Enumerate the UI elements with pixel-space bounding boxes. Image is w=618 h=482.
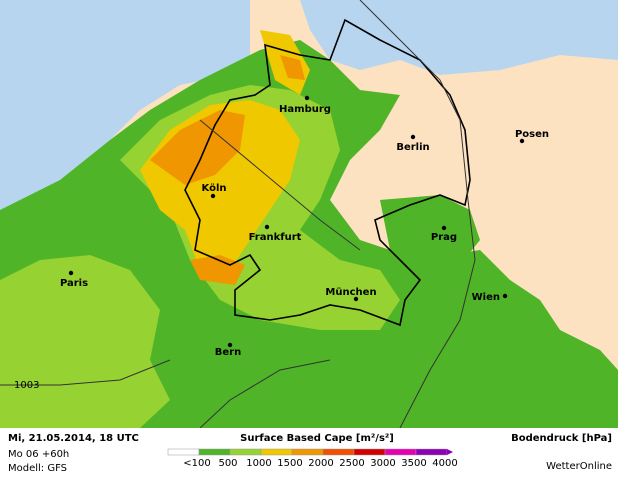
city-label: Hamburg — [279, 104, 331, 115]
legend-swatch — [384, 448, 417, 456]
legend-label: 2000 — [308, 458, 333, 469]
city-label: Posen — [515, 129, 549, 140]
cape-area — [150, 110, 245, 185]
city-dot — [441, 225, 447, 231]
city-dot — [264, 224, 270, 230]
brand: WetterOnline — [546, 461, 612, 472]
city-label: Prag — [431, 232, 457, 243]
legend: <100 500 1000 1500 2000 2500 3000 3500 4000 — [167, 448, 458, 469]
legend-label: 1000 — [246, 458, 271, 469]
map-area: 1003 Hamburg Berlin Posen Köln Frankfurt Prag… — [0, 0, 618, 429]
legend-label: 3500 — [401, 458, 426, 469]
legend-swatch — [415, 448, 448, 456]
legend-arrow — [447, 449, 453, 455]
pressure-title: Bodendruck [hPa] — [511, 433, 612, 444]
city-dot — [410, 134, 416, 140]
run: Mo 06 +60h — [8, 449, 69, 460]
date: Mi, 21.05.2014, 18 UTC — [8, 433, 139, 444]
city-dot — [210, 193, 216, 199]
city-dot — [519, 138, 525, 144]
legend-label: 4000 — [432, 458, 457, 469]
legend-label: 2500 — [339, 458, 364, 469]
city-label: München — [325, 287, 376, 298]
legend-swatch — [353, 448, 386, 456]
city-label: Bern — [215, 347, 241, 358]
legend-swatch — [198, 448, 231, 456]
city-dot — [502, 293, 508, 299]
cape-area — [380, 195, 480, 270]
cape-area — [190, 255, 245, 285]
model: Modell: GFS — [8, 463, 67, 474]
legend-label: 1500 — [277, 458, 302, 469]
legend-label: <100 — [183, 458, 210, 469]
sea — [0, 0, 250, 215]
cape-area — [280, 55, 305, 80]
city-dot — [304, 95, 310, 101]
city-dot — [227, 342, 233, 348]
legend-label: 500 — [218, 458, 237, 469]
isobars — [0, 0, 476, 429]
city-dot — [353, 296, 359, 302]
cities: Hamburg Berlin Posen Köln Frankfurt Prag Paris… — [60, 95, 549, 358]
legend-swatch — [260, 448, 293, 456]
isobar-label: 1003 — [14, 380, 39, 391]
legend-swatch — [291, 448, 324, 456]
legend-swatch — [167, 448, 200, 456]
city-label: Wien — [472, 292, 500, 303]
city-label: Frankfurt — [249, 232, 302, 243]
city-label: Köln — [202, 183, 227, 194]
city-label: Berlin — [396, 142, 429, 153]
city-label: Paris — [60, 278, 88, 289]
legend-title: Surface Based Cape [m²/s²] — [240, 433, 394, 444]
legend-label: 3000 — [370, 458, 395, 469]
city-dot — [68, 270, 74, 276]
sea — [300, 0, 618, 75]
legend-swatch — [229, 448, 262, 456]
legend-swatch — [322, 448, 355, 456]
